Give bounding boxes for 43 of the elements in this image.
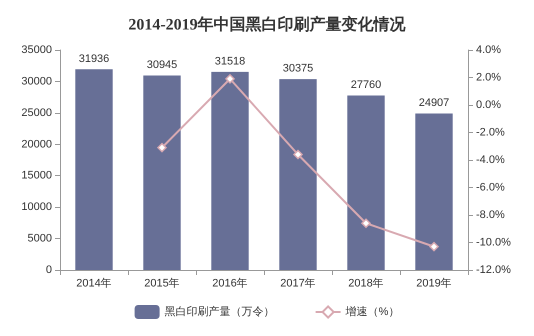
data-label: 24907: [418, 96, 450, 109]
x-tick-label: 2014年: [76, 278, 112, 290]
x-tick-label: 2015年: [144, 278, 180, 290]
y2-tick-label: -12.0%: [476, 264, 512, 276]
data-label: 30375: [282, 62, 314, 75]
legend-label: 黑白印刷产量（万令）: [164, 305, 275, 318]
y-tick-label: 0: [46, 264, 52, 276]
y2-tick-label: 2.0%: [476, 72, 502, 84]
y-tick-label: 10000: [21, 201, 52, 214]
point: [293, 150, 303, 160]
legend-label: 增速（%）: [344, 305, 400, 318]
y-tick-label: 5000: [28, 232, 52, 245]
x-tick-label: 2019年: [416, 278, 452, 290]
y2-tick-label: -8.0%: [476, 209, 505, 221]
x-tick-label: 2018年: [348, 278, 384, 290]
y2-tick-label: 0.0%: [476, 99, 502, 111]
y2-tick-label: -2.0%: [476, 126, 505, 138]
y-tick-label: 35000: [21, 44, 52, 56]
data-label: 31518: [214, 55, 246, 68]
bar: [279, 79, 317, 270]
y2-tick-label: -10.0%: [476, 236, 512, 248]
x-tick-label: 2016年: [212, 278, 248, 290]
bar: [143, 75, 181, 270]
bar: [415, 113, 453, 270]
data-label: 30945: [146, 58, 178, 71]
y2-tick-label: -6.0%: [476, 182, 505, 194]
bar: [347, 96, 385, 270]
y-tick-label: 20000: [21, 138, 52, 150]
y2-tick-label: 4.0%: [476, 44, 502, 56]
bar: [211, 72, 249, 270]
data-label: 31936: [78, 52, 110, 65]
data-label: 27760: [350, 79, 382, 92]
y-tick-label: 30000: [21, 75, 52, 88]
y-tick-label: 15000: [21, 170, 52, 182]
y-tick-label: 25000: [21, 106, 52, 119]
x-tick-label: 2017年: [280, 278, 316, 290]
bar: [75, 69, 113, 270]
y2-tick-label: -4.0%: [476, 154, 505, 166]
point: [225, 74, 235, 84]
chart-title: 2014-2019年中国黑白印刷产量变化情况: [128, 16, 407, 34]
point: [429, 242, 439, 252]
point: [361, 218, 371, 228]
point: [157, 142, 167, 152]
